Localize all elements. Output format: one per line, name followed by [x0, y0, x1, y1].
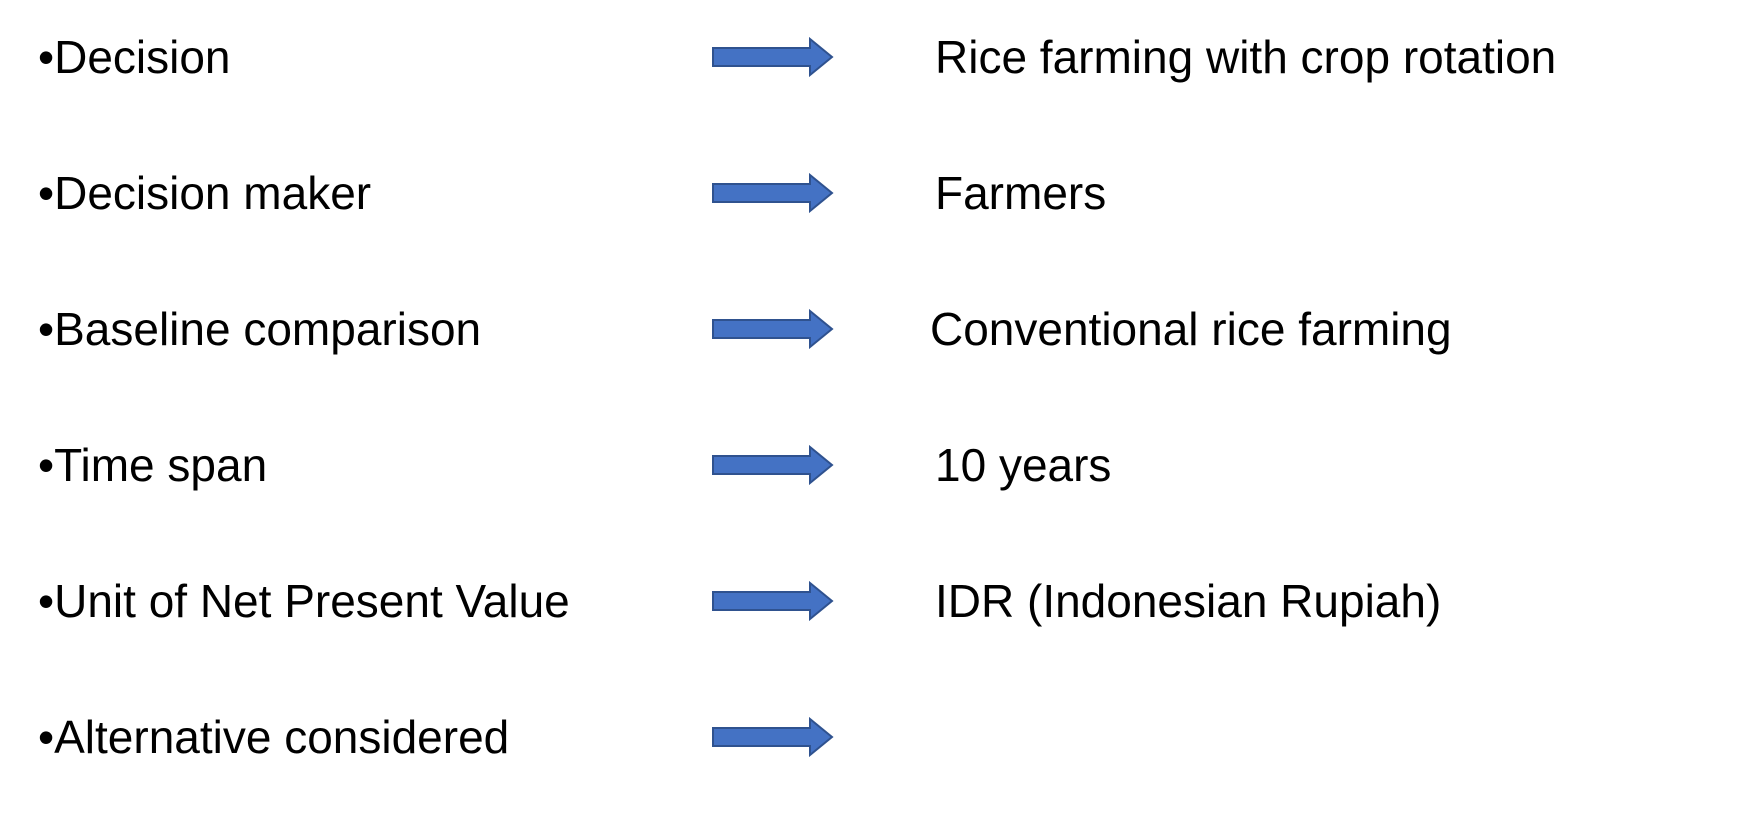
row-label: •Alternative considered	[38, 711, 510, 763]
right-arrow-icon	[712, 445, 834, 485]
row-label: •Decision maker	[38, 167, 372, 219]
right-arrow-icon	[712, 717, 834, 757]
row-value: Conventional rice farming	[930, 303, 1452, 355]
right-arrow-icon	[712, 309, 834, 349]
row-unit-of-npv: •Unit of Net Present Value IDR (Indonesi…	[0, 561, 1754, 641]
row-baseline-comparison: •Baseline comparison Conventional rice f…	[0, 289, 1754, 369]
row-alternative-considered: •Alternative considered	[0, 697, 1754, 777]
row-value: 10 years	[935, 439, 1112, 491]
row-value: IDR (Indonesian Rupiah)	[935, 575, 1442, 627]
right-arrow-icon	[712, 37, 834, 77]
row-label: •Time span	[38, 439, 268, 491]
row-decision: •Decision Rice farming with crop rotatio…	[0, 17, 1754, 97]
row-decision-maker: •Decision maker Farmers	[0, 153, 1754, 233]
row-value: Farmers	[935, 167, 1107, 219]
right-arrow-icon	[712, 581, 834, 621]
row-time-span: •Time span 10 years	[0, 425, 1754, 505]
row-label: •Decision	[38, 31, 231, 83]
row-label: •Baseline comparison	[38, 303, 482, 355]
row-label: •Unit of Net Present Value	[38, 575, 570, 627]
right-arrow-icon	[712, 173, 834, 213]
row-value: Rice farming with crop rotation	[935, 31, 1557, 83]
